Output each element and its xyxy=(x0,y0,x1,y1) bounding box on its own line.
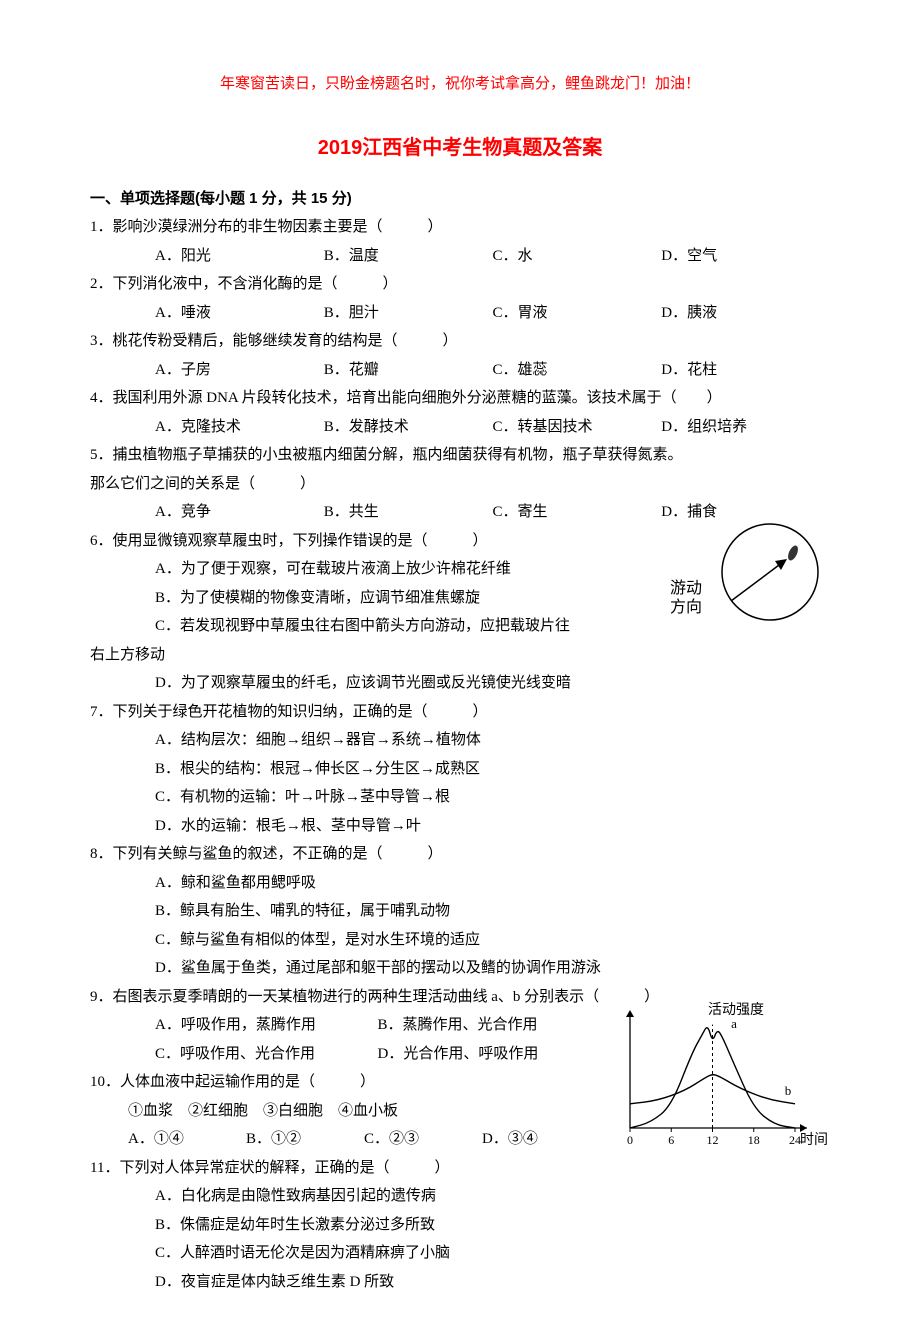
svg-text:6: 6 xyxy=(668,1133,674,1147)
q1-options: A．阳光 B．温度 C．水 D．空气 xyxy=(90,242,830,271)
q8-opt-a: A．鲸和鲨鱼都用鳃呼吸 xyxy=(155,869,830,898)
q9-ylabel: 活动强度 xyxy=(708,998,764,1025)
q5-opt-b: B．共生 xyxy=(324,498,493,527)
q1-stem: 1．影响沙漠绿洲分布的非生物因素主要是（ ） xyxy=(90,213,830,242)
q4-opt-b: B．发酵技术 xyxy=(324,413,493,442)
q6-opt-d-wrap: D．为了观察草履虫的纤毛，应该调节光圈或反光镜使光线变暗 xyxy=(90,669,830,698)
svg-text:18: 18 xyxy=(748,1133,760,1147)
q2-opt-d: D．胰液 xyxy=(661,299,830,328)
q8-stem: 8．下列有关鲸与鲨鱼的叙述，不正确的是（ ） xyxy=(90,840,830,869)
svg-text:b: b xyxy=(785,1083,792,1098)
q8-opt-b: B．鲸具有胎生、哺乳的特征，属于哺乳动物 xyxy=(155,897,830,926)
q9-wrap: 06121824ab 活动强度 时间 A．呼吸作用，蒸腾作用 B．蒸腾作用、光合… xyxy=(90,1011,830,1154)
q10-opt-a: A．①④ xyxy=(128,1125,246,1154)
q11-options: A．白化病是由隐性致病基因引起的遗传病 B．侏儒症是幼年时生长激素分泌过多所致 … xyxy=(90,1182,830,1296)
encouragement-banner: 年寒窗苦读日，只盼金榜题名时，祝你考试拿高分，鲤鱼跳龙门！加油！ xyxy=(90,70,830,99)
q2-options: A．唾液 B．胆汁 C．胃液 D．胰液 xyxy=(90,299,830,328)
q4-stem: 4．我国利用外源 DNA 片段转化技术，培育出能向细胞外分泌蔗糖的蓝藻。该技术属… xyxy=(90,384,830,413)
q3-options: A．子房 B．花瓣 C．雄蕊 D．花柱 xyxy=(90,356,830,385)
q9-opt-b: B．蒸腾作用、光合作用 xyxy=(378,1011,601,1040)
q5-cont: 那么它们之间的关系是（ ） xyxy=(90,470,830,499)
q5-opt-a: A．竞争 xyxy=(155,498,324,527)
q8-options: A．鲸和鲨鱼都用鳃呼吸 B．鲸具有胎生、哺乳的特征，属于哺乳动物 C．鲸与鲨鱼有… xyxy=(90,869,830,983)
q1-opt-d: D．空气 xyxy=(661,242,830,271)
q8-opt-c: C．鲸与鲨鱼有相似的体型，是对水生环境的适应 xyxy=(155,926,830,955)
q2-opt-b: B．胆汁 xyxy=(324,299,493,328)
svg-text:12: 12 xyxy=(707,1133,719,1147)
q6-opt-c-cont: 右上方移动 xyxy=(90,641,830,670)
q1-opt-b: B．温度 xyxy=(324,242,493,271)
q9-xlabel: 时间 xyxy=(800,1128,828,1155)
q9-opt-a: A．呼吸作用，蒸腾作用 xyxy=(155,1011,378,1040)
q4-opt-a: A．克隆技术 xyxy=(155,413,324,442)
q1-opt-a: A．阳光 xyxy=(155,242,324,271)
section-header-1: 一、单项选择题(每小题 1 分，共 15 分) xyxy=(90,185,830,214)
q5-stem: 5．捕虫植物瓶子草捕获的小虫被瓶内细菌分解，瓶内细菌获得有机物，瓶子草获得氮素。 xyxy=(90,441,830,470)
q6-fig-label: 游动方向 xyxy=(670,579,702,617)
q7-options: A．结构层次：细胞→组织→器官→系统→植物体 B．根尖的结构：根冠→伸长区→分生… xyxy=(90,726,830,840)
q9-opt-d: D．光合作用、呼吸作用 xyxy=(378,1040,601,1069)
q7-opt-d: D．水的运输：根毛→根、茎中导管→叶 xyxy=(155,812,830,841)
q3-opt-a: A．子房 xyxy=(155,356,324,385)
q7-opt-b: B．根尖的结构：根冠→伸长区→分生区→成熟区 xyxy=(155,755,830,784)
q2-opt-a: A．唾液 xyxy=(155,299,324,328)
q4-options: A．克隆技术 B．发酵技术 C．转基因技术 D．组织培养 xyxy=(90,413,830,442)
q10-opt-b: B．①② xyxy=(246,1125,364,1154)
q3-opt-c: C．雄蕊 xyxy=(493,356,662,385)
q11-opt-c: C．人醉酒时语无伦次是因为酒精麻痹了小脑 xyxy=(155,1239,830,1268)
title-text: 江西省中考生物真题及答案 xyxy=(362,137,602,159)
q11-opt-b: B．侏儒症是幼年时生长激素分泌过多所致 xyxy=(155,1211,830,1240)
q6-wrap: 6．使用显微镜观察草履虫时，下列操作错误的是（ ） 游动方向 A．为了便于观察，… xyxy=(90,527,830,641)
q2-opt-c: C．胃液 xyxy=(493,299,662,328)
q10-opt-d: D．③④ xyxy=(482,1125,600,1154)
q11-opt-a: A．白化病是由隐性致病基因引起的遗传病 xyxy=(155,1182,830,1211)
q9-opt-c: C．呼吸作用、光合作用 xyxy=(155,1040,378,1069)
q6-opt-c: C．若发现视野中草履虫往右图中箭头方向游动，应把载玻片往 xyxy=(155,612,670,641)
q3-opt-b: B．花瓣 xyxy=(324,356,493,385)
q2-stem: 2．下列消化液中，不含消化酶的是（ ） xyxy=(90,270,830,299)
q7-opt-c: C．有机物的运输：叶→叶脉→茎中导管→根 xyxy=(155,783,830,812)
q7-opt-a: A．结构层次：细胞→组织→器官→系统→植物体 xyxy=(155,726,830,755)
svg-text:0: 0 xyxy=(627,1133,633,1147)
q10-opt-c: C．②③ xyxy=(364,1125,482,1154)
q8-opt-d: D．鲨鱼属于鱼类，通过尾部和躯干部的摆动以及鳍的协调作用游泳 xyxy=(155,954,830,983)
q3-opt-d: D．花柱 xyxy=(661,356,830,385)
q6-opt-a: A．为了便于观察，可在载玻片液滴上放少许棉花纤维 xyxy=(155,555,670,584)
q5-opt-c: C．寄生 xyxy=(493,498,662,527)
q4-opt-c: C．转基因技术 xyxy=(493,413,662,442)
q6-opt-b: B．为了使模糊的物像变清晰，应调节细准焦螺旋 xyxy=(155,584,670,613)
q4-opt-d: D．组织培养 xyxy=(661,413,830,442)
q3-stem: 3．桃花传粉受精后，能够继续发育的结构是（ ） xyxy=(90,327,830,356)
q11-stem: 11．下列对人体异常症状的解释，正确的是（ ） xyxy=(90,1154,830,1183)
q11-opt-d: D．夜盲症是体内缺乏维生素 D 所致 xyxy=(155,1268,830,1297)
q6-opt-d: D．为了观察草履虫的纤毛，应该调节光圈或反光镜使光线变暗 xyxy=(155,669,830,698)
q7-stem: 7．下列关于绿色开花植物的知识归纳，正确的是（ ） xyxy=(90,698,830,727)
q6-figure: 游动方向 xyxy=(675,517,830,637)
q9-chart: 06121824ab 活动强度 时间 xyxy=(610,1003,830,1153)
q1-opt-c: C．水 xyxy=(493,242,662,271)
page-title: 2019江西省中考生物真题及答案 xyxy=(90,129,830,167)
title-year: 2019 xyxy=(318,137,363,159)
